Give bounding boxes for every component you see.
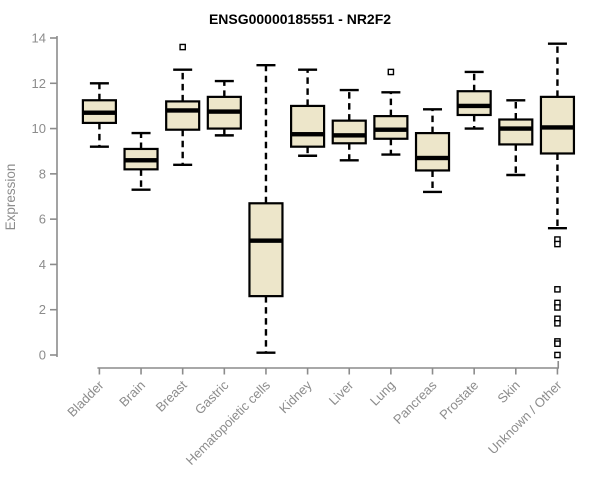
- outlier-point: [554, 286, 561, 293]
- boxplot-pancreas: [414, 108, 451, 194]
- x-tick-label: Lung: [367, 378, 398, 409]
- boxplot-kidney: [290, 68, 326, 157]
- median-line: [207, 109, 241, 114]
- median-line: [416, 155, 450, 161]
- median-line: [540, 125, 574, 130]
- median-line: [249, 238, 283, 243]
- x-tick-label: Pancreas: [390, 377, 440, 427]
- outlier-point: [554, 304, 561, 311]
- outlier-point: [179, 43, 186, 51]
- outlier-point: [554, 340, 561, 347]
- boxplot-prostate: [456, 70, 492, 130]
- iqr-box: [456, 90, 492, 117]
- outlier-point: [554, 320, 561, 327]
- boxplot-liver: [331, 88, 367, 162]
- x-tick-label: Gastric: [192, 377, 232, 417]
- y-tick-label: 10: [32, 121, 46, 136]
- boxplot-bladder: [81, 82, 118, 148]
- x-tick-label: Skin: [494, 378, 522, 406]
- chart-title: ENSG00000185551 - NR2F2: [209, 11, 391, 27]
- iqr-box: [373, 115, 409, 140]
- x-tick-label: Prostate: [436, 378, 481, 423]
- iqr-box: [539, 95, 576, 155]
- boxplot-brain: [123, 131, 159, 191]
- y-tick-label: 14: [32, 31, 46, 46]
- y-tick-label: 8: [39, 166, 46, 181]
- median-line: [82, 110, 116, 115]
- x-tick-label: Kidney: [276, 377, 315, 416]
- median-line: [374, 127, 408, 132]
- x-tick-label: Breast: [153, 377, 190, 414]
- median-line: [457, 103, 491, 109]
- median-line: [291, 132, 325, 137]
- median-line: [332, 133, 366, 138]
- x-tick-label: Liver: [326, 377, 357, 408]
- boxplot-lung: [373, 68, 409, 156]
- boxplot-hematopoietic-cells: [248, 63, 284, 354]
- boxplot-unknown-other: [539, 42, 576, 359]
- x-tick-label: Brain: [116, 378, 148, 410]
- median-line: [166, 108, 200, 113]
- iqr-box: [248, 202, 284, 298]
- median-line: [124, 158, 158, 163]
- boxplot-skin: [498, 99, 534, 177]
- iqr-box: [165, 100, 201, 131]
- y-axis-label: Expression: [3, 164, 18, 231]
- median-line: [499, 126, 533, 131]
- boxplot-breast: [165, 43, 201, 167]
- y-tick-label: 6: [39, 212, 46, 227]
- outlier-point: [554, 351, 561, 359]
- outlier-point: [554, 240, 561, 248]
- iqr-box: [498, 118, 534, 146]
- y-tick-label: 4: [39, 257, 46, 272]
- x-tick-label: Bladder: [64, 377, 107, 420]
- boxplot-gastric: [206, 79, 242, 137]
- iqr-box: [290, 104, 326, 148]
- x-tick-label: Unknown / Other: [485, 377, 565, 457]
- y-tick-label: 12: [32, 76, 46, 91]
- iqr-box: [414, 132, 451, 172]
- iqr-box: [331, 119, 367, 145]
- y-tick-label: 2: [39, 302, 46, 317]
- y-tick-label: 0: [39, 348, 46, 363]
- outlier-point: [387, 68, 395, 76]
